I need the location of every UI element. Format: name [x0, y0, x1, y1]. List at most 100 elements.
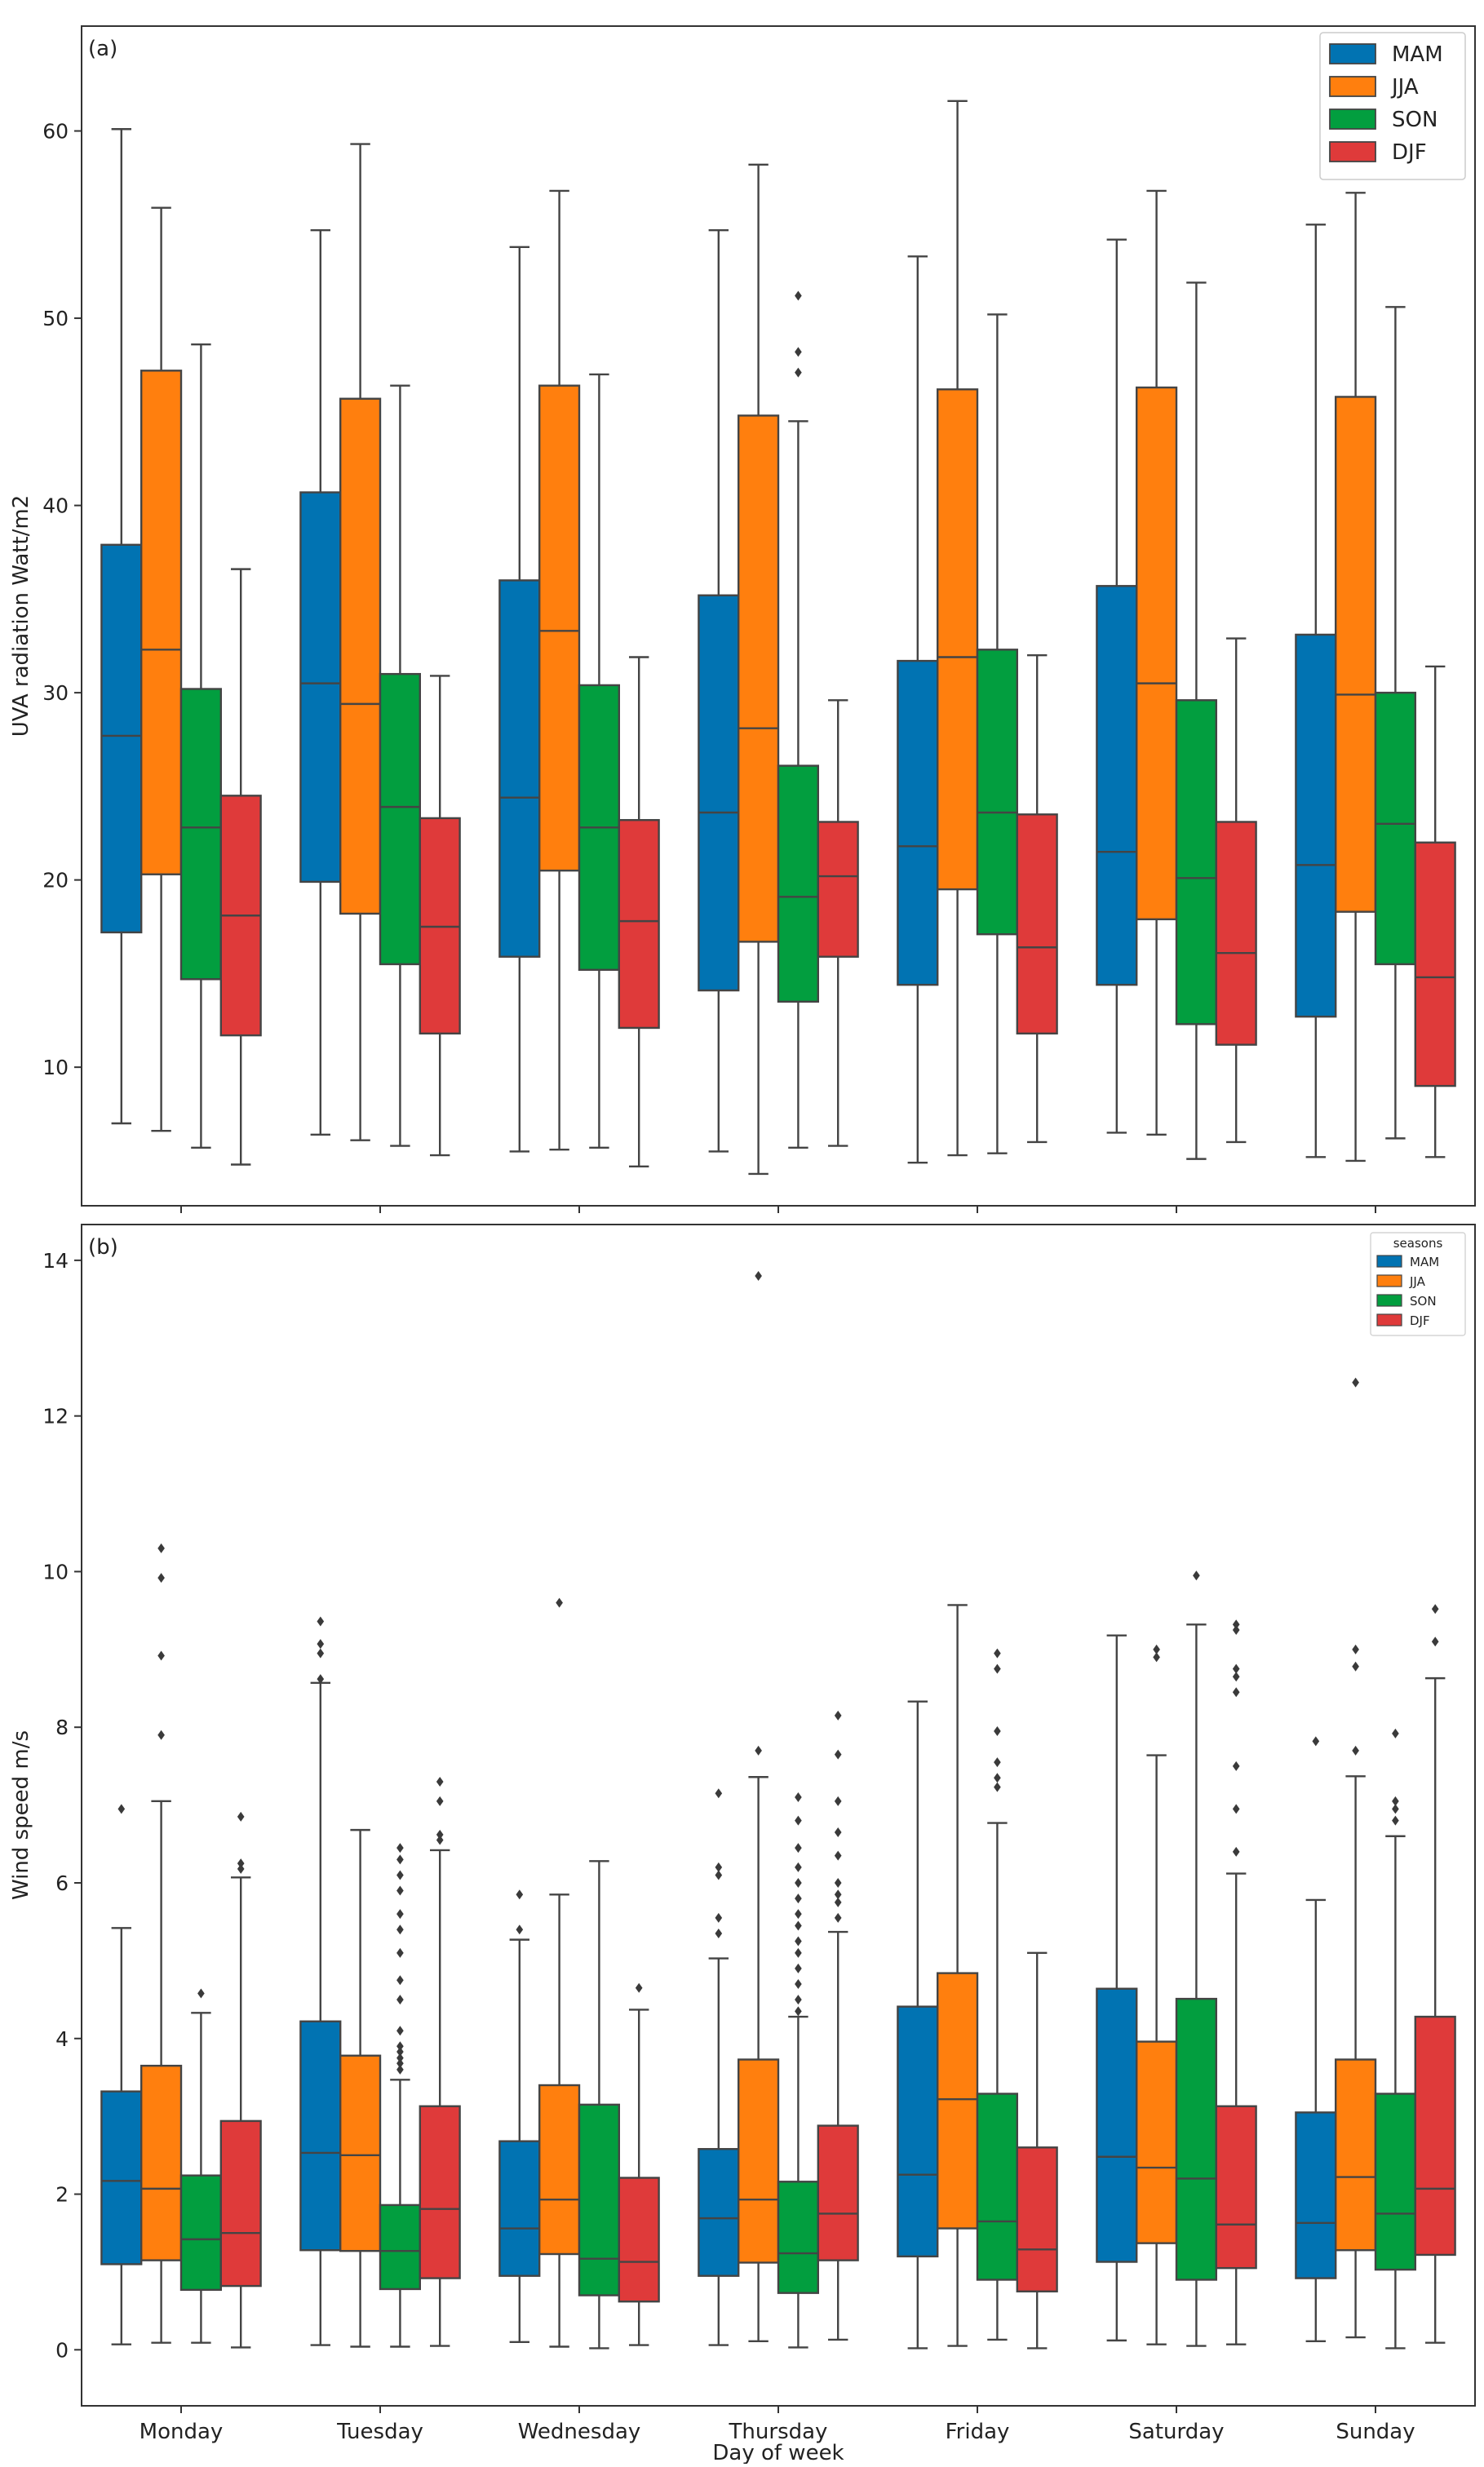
- legend-swatch-djf: [1329, 141, 1376, 162]
- box-mam-thursday: [698, 1788, 740, 2346]
- box-body: [1215, 2105, 1257, 2270]
- outlier-point: [157, 1543, 165, 1553]
- outlier-point: [436, 1796, 444, 1806]
- outlier-point: [994, 1725, 1001, 1736]
- outlier-point: [1431, 1604, 1439, 1614]
- box-body: [1096, 1987, 1138, 2263]
- box-body: [1334, 396, 1377, 913]
- box-djf-thursday: [817, 699, 859, 1147]
- outlier-point: [396, 2053, 404, 2063]
- box-body: [897, 659, 939, 986]
- box-body: [299, 491, 342, 884]
- box-body: [1295, 633, 1337, 1018]
- outlier-point: [556, 1597, 563, 1608]
- y-tick-label: 30: [42, 681, 69, 705]
- panel-a-uva-radiation: 10 20 30 40 50 60 UVA radiation Watt/m2 (a) MAM J…: [9, 25, 1476, 1213]
- box-body: [538, 2084, 581, 2256]
- box-jja-tuesday: [339, 143, 382, 1141]
- outlier-point: [436, 1776, 444, 1787]
- box-body: [618, 818, 660, 1030]
- box-mam-monday: [100, 1804, 143, 2345]
- y-tick-label: 50: [42, 307, 69, 330]
- y-tick-label: 8: [55, 1716, 69, 1739]
- box-jja-tuesday: [339, 1828, 382, 2348]
- outlier-point: [795, 1936, 802, 1947]
- y-tick-label: 6: [55, 1871, 69, 1895]
- box-body: [1215, 821, 1257, 1046]
- x-tick-label-friday: Friday: [946, 2420, 1010, 2444]
- legend-label-mam: MAM: [1410, 1255, 1439, 1269]
- outlier-point: [715, 1912, 723, 1923]
- box-body: [738, 414, 780, 943]
- box-mam-tuesday: [299, 1616, 342, 2346]
- box-mam-friday: [897, 1700, 939, 2350]
- box-body: [1096, 585, 1138, 986]
- box-son-saturday: [1175, 1570, 1217, 2347]
- outlier-point: [795, 1815, 802, 1826]
- box-son-friday: [976, 313, 1018, 1154]
- box-body: [1016, 813, 1058, 1035]
- outlier-point: [715, 1862, 723, 1872]
- outlier-point: [1392, 1804, 1399, 1814]
- box-djf-friday: [1016, 654, 1058, 1144]
- legend-swatch-mam: [1376, 1255, 1402, 1268]
- box-body: [976, 2093, 1018, 2281]
- box-body: [538, 384, 581, 872]
- box-jja-saturday: [1135, 189, 1178, 1136]
- outlier-point: [834, 1827, 842, 1837]
- outlier-point: [237, 1863, 245, 1874]
- outlier-point: [396, 1885, 404, 1896]
- box-body: [897, 2005, 939, 2258]
- box-body: [339, 2054, 382, 2252]
- outlier-point: [317, 1639, 325, 1650]
- box-djf-monday: [219, 568, 262, 1166]
- outlier-point: [795, 2006, 802, 2017]
- x-tick-label-monday: Monday: [140, 2420, 224, 2444]
- panel-label: (b): [88, 1235, 118, 1260]
- legend-label-djf: DJF: [1392, 140, 1427, 165]
- outlier-point: [1352, 1377, 1359, 1388]
- box-son-thursday: [777, 290, 819, 1149]
- outlier-point: [157, 1573, 165, 1583]
- box-body: [140, 370, 183, 875]
- box-body: [379, 672, 421, 966]
- outlier-point: [1232, 1687, 1240, 1698]
- outlier-point: [795, 1947, 802, 1958]
- outlier-point: [795, 1843, 802, 1854]
- box-son-monday: [179, 343, 222, 1149]
- box-son-tuesday: [379, 1843, 421, 2348]
- box-son-friday: [976, 1648, 1018, 2341]
- legend-label-mam: MAM: [1392, 42, 1443, 67]
- box-djf-wednesday: [618, 1982, 660, 2346]
- box-jja-wednesday: [538, 1597, 581, 2348]
- outlier-point: [834, 1889, 842, 1900]
- box-body: [698, 594, 740, 992]
- box-djf-tuesday: [419, 675, 461, 1157]
- box-body: [936, 1972, 979, 2230]
- box-mam-sunday: [1295, 1736, 1337, 2343]
- box-body: [299, 2020, 342, 2252]
- box-body: [219, 2119, 262, 2288]
- outlier-point: [795, 1877, 802, 1888]
- outlier-point: [1392, 1796, 1399, 1806]
- outlier-point: [795, 367, 802, 378]
- box-body: [1295, 2111, 1337, 2279]
- outlier-point: [715, 1870, 723, 1880]
- box-son-saturday: [1175, 281, 1217, 1160]
- y-tick-label: 20: [42, 869, 69, 892]
- outlier-point: [396, 2026, 404, 2036]
- outlier-point: [834, 1796, 842, 1806]
- outlier-point: [795, 1978, 802, 1989]
- legend: MAM JJA SON DJF: [1319, 32, 1466, 180]
- y-tick-label: 14: [42, 1249, 69, 1273]
- legend-swatch-jja: [1329, 76, 1376, 97]
- box-djf-saturday: [1215, 1619, 1257, 2345]
- legend-label-djf: DJF: [1410, 1313, 1430, 1328]
- y-axis-label: Wind speed m/s: [9, 1730, 33, 1900]
- legend-swatch-jja: [1376, 1274, 1402, 1287]
- box-mam-tuesday: [299, 228, 342, 1136]
- box-body: [339, 397, 382, 915]
- box-body: [817, 2124, 859, 2261]
- box-son-wednesday: [578, 373, 620, 1149]
- panel-label: (a): [88, 37, 117, 61]
